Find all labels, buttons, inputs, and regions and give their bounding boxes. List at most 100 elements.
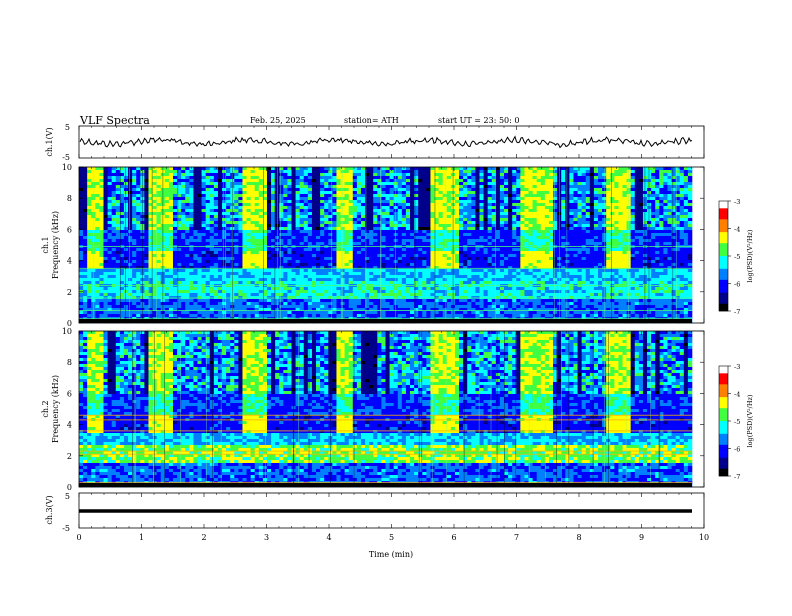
spectrogram-cell — [128, 236, 132, 239]
spectrogram-cell — [189, 182, 193, 185]
spectrogram-cell — [426, 311, 430, 314]
spectrogram-cell — [336, 272, 340, 275]
spectrogram-cell — [128, 200, 132, 203]
spectrogram-cell — [251, 257, 255, 260]
spectrogram-cell — [447, 236, 451, 239]
spectrogram-cell — [292, 314, 296, 317]
spectrogram-cell — [214, 233, 218, 236]
spectrogram-cell — [169, 257, 173, 260]
spectrogram-cell — [283, 182, 287, 185]
spectrogram-cell — [357, 299, 361, 302]
spectrogram-cell — [439, 200, 443, 203]
spectrogram-cell — [144, 281, 148, 284]
spectrogram-cell — [373, 182, 377, 185]
spectrogram-cell — [222, 272, 226, 275]
spectrogram-cell — [251, 293, 255, 296]
spectrogram-cell — [214, 227, 218, 230]
spectrogram-cell — [185, 221, 189, 224]
spectrogram-cell — [426, 305, 430, 308]
spectrogram-cell — [332, 191, 336, 194]
spectrogram-cell — [132, 314, 136, 317]
spectrogram-cell — [455, 251, 459, 254]
spectrogram-cell — [189, 230, 193, 233]
spectrogram-cell — [357, 209, 361, 212]
spectrogram-cell — [373, 167, 377, 170]
spectrogram-cell — [320, 305, 324, 308]
spectrogram-cell — [410, 179, 414, 182]
spectrogram-cell — [238, 251, 242, 254]
spectrogram-cell — [357, 248, 361, 251]
spectrogram-cell — [108, 260, 112, 263]
spectrogram-cell — [247, 221, 251, 224]
spectrogram-cell — [112, 263, 116, 266]
spectrogram-cell — [426, 215, 430, 218]
spectrogram-cell — [439, 236, 443, 239]
spectrogram-cell — [242, 212, 246, 215]
spectrogram-cell — [206, 212, 210, 215]
spectrogram-cell — [95, 215, 99, 218]
spectrogram-cell — [394, 236, 398, 239]
spectrogram-cell — [349, 257, 353, 260]
spectrogram-cell — [251, 230, 255, 233]
spectrogram-cell — [198, 290, 202, 293]
spectrogram-cell — [443, 197, 447, 200]
spectrogram-cell — [79, 209, 83, 212]
spectrogram-cell — [455, 287, 459, 290]
spectrogram-cell — [345, 251, 349, 254]
spectrogram-cell — [304, 272, 308, 275]
spectrogram-cell — [287, 212, 291, 215]
spectrogram-cell — [402, 197, 406, 200]
spectrogram-cell — [447, 191, 451, 194]
spectrogram-cell — [422, 314, 426, 317]
spectrogram-cell — [218, 263, 222, 266]
spectrogram-cell — [304, 257, 308, 260]
spectrogram-cell — [332, 212, 336, 215]
spectrogram-cell — [426, 224, 430, 227]
spectrogram-cell — [312, 278, 316, 281]
spectrogram-cell — [259, 263, 263, 266]
spectrogram-cell — [304, 239, 308, 242]
spectrogram-cell — [238, 299, 242, 302]
spectrogram-cell — [353, 176, 357, 179]
spectrogram-cell — [349, 269, 353, 272]
spectrogram-cell — [157, 203, 161, 206]
spectrogram-cell — [104, 227, 108, 230]
spectrogram-cell — [353, 221, 357, 224]
spectrogram-cell — [304, 173, 308, 176]
spectrogram-cell — [157, 206, 161, 209]
spectrogram-cell — [185, 167, 189, 170]
spectrogram-cell — [296, 263, 300, 266]
spectrogram-cell — [361, 179, 365, 182]
spectrogram-cell — [332, 173, 336, 176]
spectrogram-cell — [185, 287, 189, 290]
spectrogram-cell — [128, 263, 132, 266]
spectrogram-cell — [369, 272, 373, 275]
spectrogram-cell — [447, 248, 451, 251]
spectrogram-cell — [373, 299, 377, 302]
spectrogram-cell — [251, 281, 255, 284]
spectrogram-cell — [402, 278, 406, 281]
spectrogram-cell — [381, 260, 385, 263]
spectrogram-cell — [386, 269, 390, 272]
spectrogram-cell — [373, 200, 377, 203]
spectrogram-cell — [83, 269, 87, 272]
spectrogram-cell — [373, 236, 377, 239]
spectrogram-cell — [202, 287, 206, 290]
spectrogram-cell — [116, 239, 120, 242]
spectrogram-cell — [267, 203, 271, 206]
spectrogram-cell — [332, 311, 336, 314]
spectrogram-cell — [304, 194, 308, 197]
spectrogram-cell — [345, 191, 349, 194]
spectrogram-cell — [406, 242, 410, 245]
spectrogram-cell — [222, 311, 226, 314]
spectrogram-cell — [459, 290, 463, 293]
spectrogram-cell — [87, 269, 91, 272]
spectrogram-cell — [312, 224, 316, 227]
spectrogram-cell — [128, 215, 132, 218]
spectrogram-cell — [361, 233, 365, 236]
spectrogram-cell — [410, 311, 414, 314]
spectrogram-cell — [234, 257, 238, 260]
spectrogram-cell — [430, 257, 434, 260]
spectrogram-cell — [251, 221, 255, 224]
spectrogram-cell — [251, 185, 255, 188]
